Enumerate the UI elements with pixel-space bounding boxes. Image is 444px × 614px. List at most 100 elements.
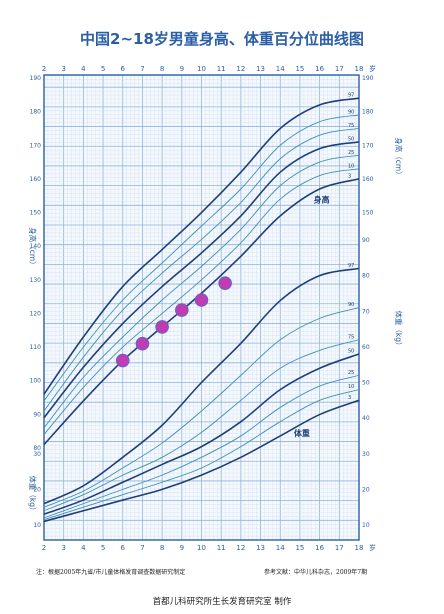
height-percentile-label: 3 [348, 173, 351, 179]
footer-reference: 参考文献：中华儿科杂志，2009年7期 [264, 568, 367, 576]
height-tick-left: 110 [30, 344, 42, 351]
weight-percentile-label: 25 [348, 370, 354, 376]
height-tick-left: 170 [30, 142, 42, 149]
x-tick-top: 11 [217, 65, 226, 73]
height-curve-p75 [43, 128, 360, 412]
measurement-point [155, 320, 169, 334]
weight-tick-right: 10 [362, 522, 370, 529]
height-tick-left: 90 [33, 411, 41, 418]
weight-tick-left: 10 [33, 522, 41, 529]
footer-note: 注：根据2005年九省/市儿童体格发育调查数据研究制定 [36, 568, 185, 576]
x-tick-bottom: 3 [61, 544, 65, 552]
height-curve-p50 [43, 141, 360, 419]
height-curve-p10 [43, 168, 360, 435]
x-tick-bottom: 4 [81, 544, 86, 552]
weight-tick-right: 20 [362, 486, 370, 493]
weight-axis-label-left: 体重（kg） [28, 475, 38, 514]
chart-grid [43, 74, 360, 541]
x-tick-bottom: 5 [101, 544, 105, 552]
height-tick-right: 170 [362, 142, 374, 149]
weight-tick-right: 60 [362, 344, 370, 351]
weight-tick-left: 20 [33, 486, 41, 493]
weight-tick-right: 30 [362, 451, 370, 458]
x-tick-top: 9 [180, 65, 184, 73]
x-tick-top: 12 [236, 65, 245, 73]
height-curve-p25 [43, 154, 360, 429]
weight-tick-right: 90 [362, 237, 370, 244]
x-tick-top: 10 [197, 65, 206, 73]
x-tick-bottom: 14 [276, 544, 285, 552]
x-tick-top: 2 [42, 65, 46, 73]
height-tick-left: 190 [30, 75, 42, 82]
height-curve-p97 [43, 97, 360, 395]
weight-curve-p97 [43, 267, 360, 505]
x-tick-bottom: 13 [256, 544, 265, 552]
x-tick-top: 14 [276, 65, 285, 73]
height-tick-left: 130 [30, 277, 42, 284]
measurement-point [175, 303, 189, 317]
weight-percentile-label: 90 [348, 302, 354, 308]
weight-curve-p3 [43, 399, 360, 523]
weight-percentile-label: 97 [348, 263, 354, 269]
footer-credit: 首都儿科研究所生长发育研究室 制作 [153, 596, 292, 607]
height-percentile-label: 75 [348, 123, 354, 129]
weight-curve-p75 [43, 339, 360, 512]
x-tick-bottom: 17 [335, 544, 344, 552]
height-tick-left: 140 [30, 243, 42, 250]
height-tick-right: 160 [362, 176, 374, 183]
x-tick-top: 13 [256, 65, 265, 73]
x-tick-top: 7 [140, 65, 144, 73]
x-tick-top: 5 [101, 65, 105, 73]
height-tick-right: 150 [362, 210, 374, 217]
height-tick-right: 180 [362, 109, 374, 116]
height-series-label: 身高 [314, 194, 330, 204]
weight-percentile-label: 50 [348, 349, 354, 355]
height-tick-left: 180 [30, 109, 42, 116]
height-tick-right: 190 [362, 75, 374, 82]
x-tick-top: 16 [315, 65, 324, 73]
x-tick-top: 8 [160, 65, 164, 73]
height-tick-left: 120 [30, 310, 42, 317]
measurement-point [194, 293, 209, 307]
weight-percentile-label: 75 [348, 334, 354, 340]
height-percentile-label: 90 [348, 110, 354, 116]
height-percentile-label: 50 [348, 136, 354, 142]
x-tick-bottom: 7 [140, 544, 144, 552]
height-axis-label-left: 身高（cm） [28, 227, 38, 268]
weight-tick-right: 70 [362, 308, 370, 315]
x-tick-top: 6 [121, 65, 126, 73]
x-unit-top: 岁 [369, 64, 376, 73]
height-curve-p90 [43, 114, 360, 402]
height-percentile-label: 97 [348, 93, 354, 99]
weight-curve-p90 [43, 307, 360, 508]
x-tick-bottom: 2 [42, 544, 46, 552]
height-axis-label-right: 身高（cm） [394, 137, 404, 178]
height-percentile-label: 10 [348, 163, 354, 169]
x-tick-top: 3 [61, 65, 65, 73]
x-tick-bottom: 8 [160, 544, 164, 552]
weight-curve-p25 [43, 374, 360, 519]
height-tick-left: 80 [33, 445, 41, 452]
x-tick-top: 18 [355, 65, 364, 73]
measurement-point [115, 353, 130, 368]
weight-tick-left: 30 [33, 451, 41, 458]
height-percentile-label: 25 [348, 150, 354, 156]
plot-frame [43, 74, 360, 541]
weight-percentile-label: 3 [348, 395, 351, 401]
x-tick-bottom: 15 [295, 544, 304, 552]
x-tick-top: 4 [81, 65, 86, 73]
x-unit-bottom: 岁 [369, 543, 376, 552]
height-tick-left: 150 [30, 210, 42, 217]
weight-curve-p10 [43, 389, 360, 521]
x-tick-top: 17 [335, 65, 344, 73]
weight-tick-right: 50 [362, 380, 370, 387]
measurement-point [135, 336, 150, 351]
x-tick-bottom: 18 [355, 544, 364, 552]
chart-title: 中国2~18岁男童身高、体重百分位曲线图 [80, 30, 364, 48]
x-tick-bottom: 9 [180, 544, 184, 552]
x-tick-bottom: 6 [121, 544, 126, 552]
x-tick-top: 15 [295, 65, 304, 73]
height-tick-left: 100 [30, 378, 42, 385]
weight-series-label: 体重 [294, 428, 310, 438]
